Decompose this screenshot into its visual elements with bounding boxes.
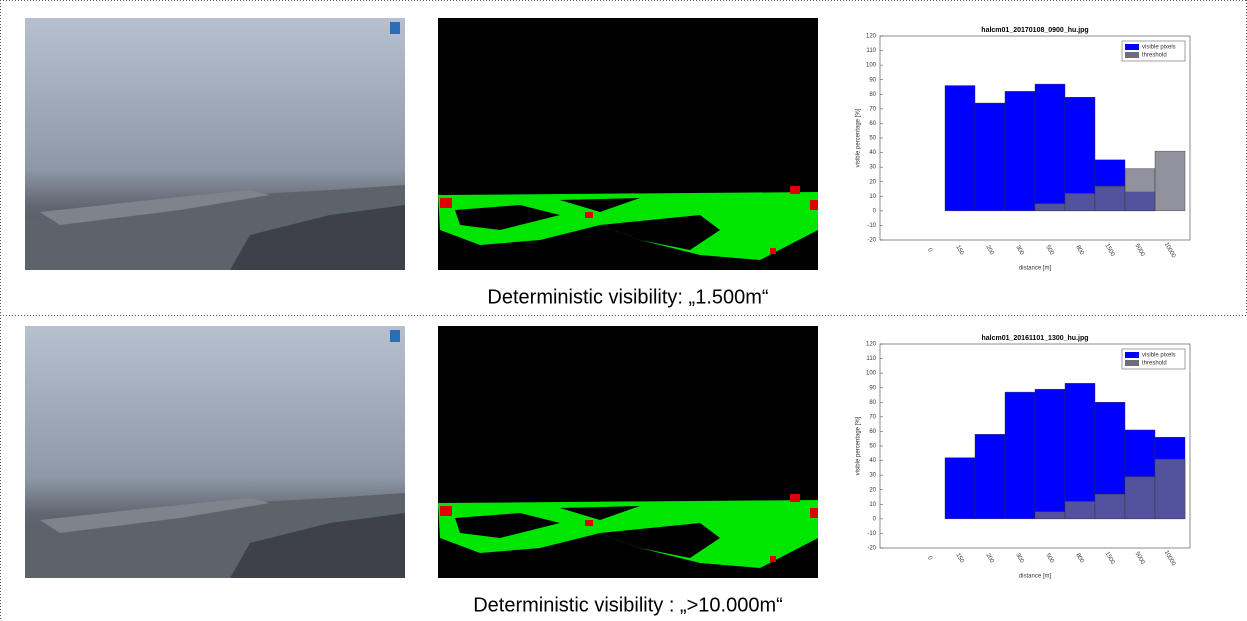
y-tick-label: -10: [867, 223, 876, 229]
x-tick-label: 150: [954, 552, 965, 564]
x-tick-label: 800: [1074, 552, 1085, 564]
y-tick-label: 110: [866, 48, 876, 54]
x-tick-label: 1500: [1104, 243, 1116, 258]
y-tick-label: 0: [873, 516, 877, 522]
y-tick-label: 20: [869, 179, 876, 185]
y-axis-label: visible percentage [%]: [856, 416, 862, 475]
x-tick-label: 200: [984, 244, 995, 256]
bar: [1065, 501, 1095, 518]
x-tick-label: 10000: [1163, 550, 1177, 568]
bar: [1125, 169, 1155, 211]
x-tick-label: 150: [954, 244, 965, 256]
x-axis-label: distance [m]: [1019, 266, 1052, 272]
figure: Deterministic visibility: „1.500m“ Deter…: [0, 0, 1247, 621]
y-tick-label: 60: [869, 429, 876, 435]
bar: [1125, 477, 1155, 519]
y-tick-label: 80: [869, 400, 876, 406]
x-tick-label: 500: [1044, 552, 1055, 564]
y-tick-label: 100: [866, 63, 877, 69]
y-tick-label: -20: [867, 546, 876, 552]
x-tick-label: 1500: [1104, 551, 1116, 566]
y-tick-label: 90: [869, 77, 876, 83]
x-tick-label: 300: [1014, 552, 1025, 564]
bar: [945, 458, 975, 519]
y-tick-label: 120: [866, 342, 877, 348]
y-tick-label: 20: [869, 487, 876, 493]
legend-label: threshold: [1142, 361, 1167, 367]
y-tick-label: 30: [869, 473, 876, 479]
legend-swatch: [1125, 352, 1139, 358]
y-tick-label: -20: [867, 238, 876, 244]
bar: [1065, 383, 1095, 519]
y-tick-label: 10: [869, 502, 876, 508]
legend-label: visible pixels: [1142, 45, 1176, 51]
x-tick-label: 0: [926, 555, 933, 561]
legend-swatch: [1125, 44, 1139, 50]
legend-swatch: [1125, 360, 1139, 366]
x-tick-label: 5000: [1134, 551, 1146, 566]
x-tick-label: 0: [926, 247, 933, 253]
x-axis-label: distance [m]: [1019, 574, 1052, 580]
bar: [1155, 151, 1185, 211]
x-tick-label: 300: [1014, 244, 1025, 256]
legend-label: threshold: [1142, 53, 1167, 59]
bar: [1095, 186, 1125, 211]
y-tick-label: 50: [869, 444, 876, 450]
bar: [1005, 392, 1035, 519]
chart-title: halcm01_20170108_0900_hu.jpg: [981, 27, 1088, 34]
bar: [1155, 459, 1185, 519]
y-tick-label: 40: [869, 458, 876, 464]
caption: Deterministic visibility: „1.500m“: [487, 286, 768, 308]
y-tick-label: 0: [873, 208, 877, 214]
x-tick-label: 800: [1074, 244, 1085, 256]
y-tick-label: 30: [869, 165, 876, 171]
y-tick-label: 70: [869, 106, 876, 112]
y-tick-label: 110: [866, 356, 876, 362]
legend-swatch: [1125, 52, 1139, 58]
x-tick-label: 200: [984, 552, 995, 564]
webcam-photo: [25, 326, 405, 578]
visibility-mask: [438, 326, 818, 578]
bar: [945, 86, 975, 211]
bar: [1035, 84, 1065, 211]
legend-label: visible pixels: [1142, 353, 1176, 359]
bar: [975, 434, 1005, 519]
chart-title: halcm01_20161101_1300_hu.jpg: [981, 335, 1088, 342]
y-tick-label: 120: [866, 34, 877, 40]
x-tick-label: 500: [1044, 244, 1055, 256]
bar: [1035, 204, 1065, 211]
y-tick-label: 50: [869, 136, 876, 142]
x-tick-label: 5000: [1134, 243, 1146, 258]
y-tick-label: 90: [869, 385, 876, 391]
bar: [1035, 389, 1065, 519]
bar: [975, 103, 1005, 211]
bar: [1005, 91, 1035, 210]
webcam-photo: [25, 18, 405, 270]
x-tick-label: 10000: [1163, 242, 1177, 260]
y-tick-label: 100: [866, 371, 877, 377]
caption: Deterministic visibility : „>10.000m“: [473, 594, 783, 616]
y-tick-label: 40: [869, 150, 876, 156]
visibility-mask: [438, 18, 818, 270]
bar: [1095, 494, 1125, 519]
bar: [1035, 512, 1065, 519]
y-tick-label: 70: [869, 414, 876, 420]
y-tick-label: 10: [869, 194, 876, 200]
y-axis-label: visible percentage [%]: [856, 108, 862, 167]
bar: [1065, 193, 1095, 210]
y-tick-label: 80: [869, 92, 876, 98]
y-tick-label: 60: [869, 121, 876, 127]
y-tick-label: -10: [867, 531, 876, 537]
